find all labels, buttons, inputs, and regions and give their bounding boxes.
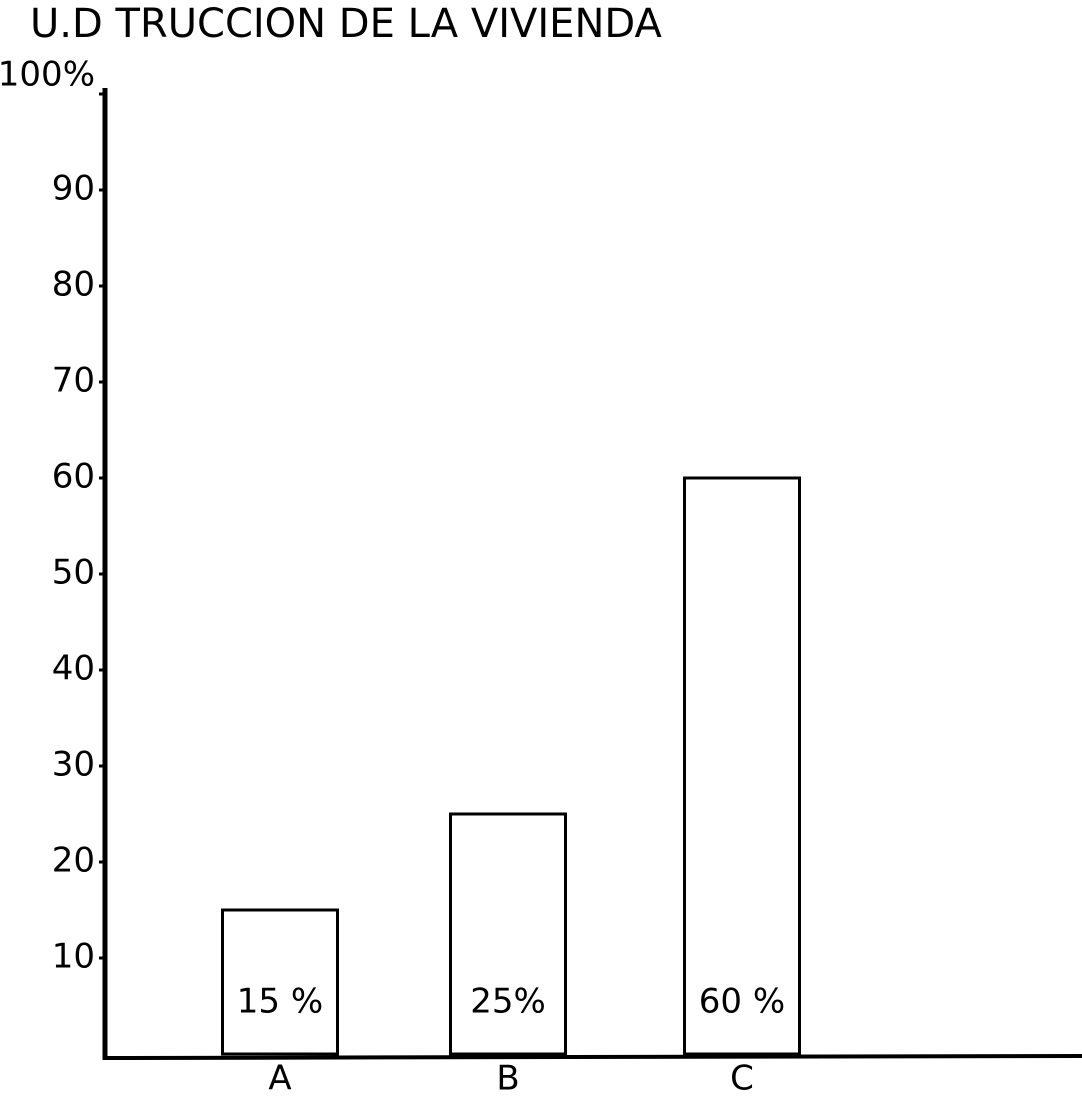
bar [449,812,567,1056]
y-tick-label: 90 [52,169,95,209]
x-tick-label: C [730,1059,754,1099]
bar [221,908,339,1056]
y-tick-label: 100% [0,55,95,95]
y-tick-label: 60 [52,457,95,497]
x-tick-label: B [496,1059,519,1099]
x-tick-label: A [268,1059,291,1099]
y-tick-label: 80 [52,265,95,305]
y-tick-label: 10 [52,937,95,977]
y-tick-label: 20 [52,841,95,881]
y-tick-label: 40 [52,649,95,689]
y-tick-label: 50 [52,553,95,593]
chart-title: U.D TRUCCION DE LA VIVIENDA [30,1,662,47]
y-tick-label: 30 [52,745,95,785]
value-label: 15 % [237,982,323,1022]
bar [683,476,801,1056]
value-label: 25% [470,982,546,1022]
x-axis [102,1054,1082,1060]
value-label: 60 % [699,982,785,1022]
y-tick-label: 70 [52,361,95,401]
